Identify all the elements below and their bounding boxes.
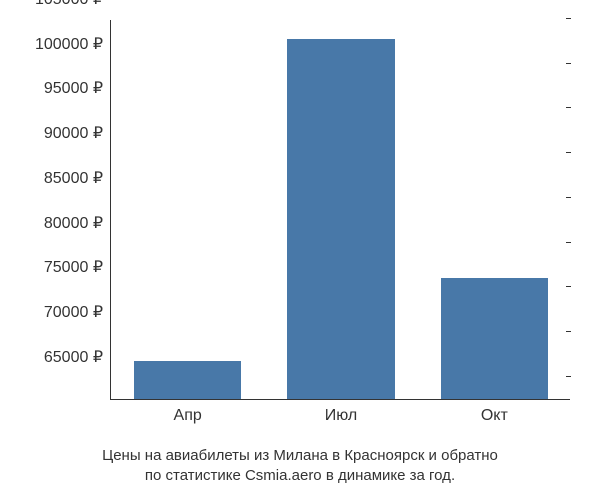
bar-2 <box>441 278 548 399</box>
y-tick-1: 70000 ₽ <box>44 302 111 322</box>
y-tick-8: 105000 ₽ <box>35 0 111 9</box>
y-tick-label: 90000 ₽ <box>44 125 103 142</box>
y-tick-label: 95000 ₽ <box>44 80 103 97</box>
y-tick-3: 80000 ₽ <box>44 213 111 233</box>
y-tick-7: 100000 ₽ <box>35 34 111 54</box>
x-label-1: Июл <box>325 399 357 425</box>
bar-0 <box>134 361 241 399</box>
x-label-2: Окт <box>481 399 508 425</box>
y-tick-label: 85000 ₽ <box>44 170 103 187</box>
y-tick-2: 75000 ₽ <box>44 257 111 277</box>
x-label-text: Июл <box>325 407 357 424</box>
plot-area: 65000 ₽ 70000 ₽ 75000 ₽ 80000 ₽ 85000 ₽ … <box>110 20 570 400</box>
x-label-0: Апр <box>174 399 202 425</box>
y-tick-label: 65000 ₽ <box>44 349 103 366</box>
y-tick-label: 70000 ₽ <box>44 304 103 321</box>
y-tick-label: 105000 ₽ <box>35 0 103 8</box>
y-tick-label: 80000 ₽ <box>44 215 103 232</box>
chart-container: 65000 ₽ 70000 ₽ 75000 ₽ 80000 ₽ 85000 ₽ … <box>0 0 600 500</box>
y-tick-4: 85000 ₽ <box>44 168 111 188</box>
y-tick-0: 65000 ₽ <box>44 347 111 367</box>
chart-caption: Цены на авиабилеты из Милана в Красноярс… <box>0 446 600 487</box>
y-tick-label: 100000 ₽ <box>35 36 103 53</box>
x-label-text: Окт <box>481 407 508 424</box>
caption-line-1: Цены на авиабилеты из Милана в Красноярс… <box>0 446 600 466</box>
y-tick-5: 90000 ₽ <box>44 123 111 143</box>
y-tick-label: 75000 ₽ <box>44 259 103 276</box>
x-label-text: Апр <box>174 407 202 424</box>
bar-1 <box>287 39 394 399</box>
y-tick-6: 95000 ₽ <box>44 78 111 98</box>
caption-line-2: по статистике Csmia.aero в динамике за г… <box>0 466 600 486</box>
